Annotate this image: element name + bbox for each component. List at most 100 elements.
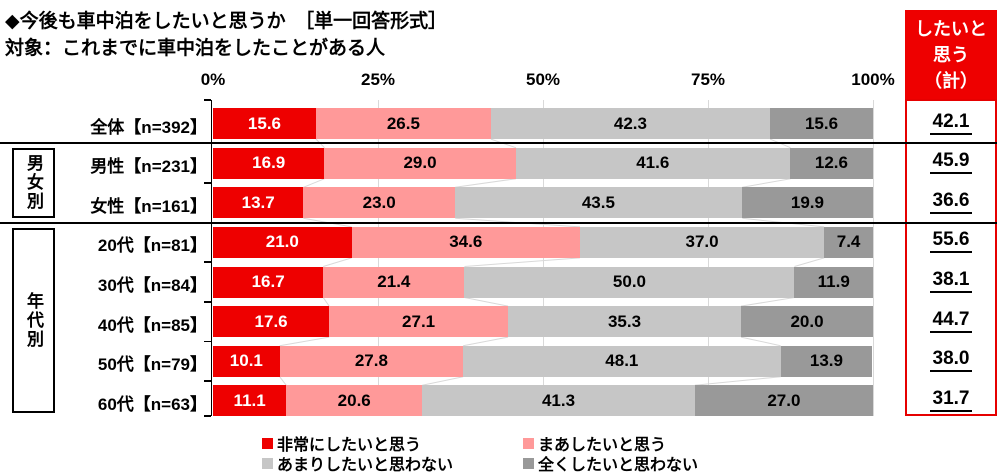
total-value: 36.6 [905, 189, 997, 214]
row-label: 50代【n=79】 [97, 355, 207, 375]
gridline [872, 100, 874, 416]
legend-swatch [262, 457, 273, 469]
row-label: 20代【n=81】 [97, 236, 207, 256]
row-label: 30代【n=84】 [97, 276, 207, 295]
bar-row: 21.0 34.6 37.0 7.4 [213, 226, 873, 258]
bar-row: 16.9 29.0 41.6 12.6 [213, 147, 873, 179]
axis-tick [204, 380, 211, 382]
bar-segment: 42.3 [490, 108, 771, 140]
bar-segment: 11.9 [794, 266, 873, 298]
axis-tick [204, 261, 211, 263]
axis-tick [204, 340, 211, 343]
legend-label: 全くしたいと思わない [538, 457, 699, 474]
summary-header-line: 思う [933, 44, 969, 65]
bar-segment: 34.6 [351, 226, 580, 258]
bar-segment: 21.4 [323, 266, 465, 298]
axis-tick [204, 182, 211, 184]
total-value-text: 55.6 [929, 229, 973, 254]
total-value: 44.7 [905, 308, 997, 333]
gridline [542, 100, 544, 416]
bar-segment: 12.6 [789, 147, 873, 179]
axis-tick [204, 415, 211, 417]
bar-segment: 10.1 [213, 345, 280, 377]
group-separator-line [0, 142, 997, 145]
axis-tick [204, 301, 211, 303]
total-value: 38.0 [905, 348, 997, 373]
bar-segment: 27.0 [694, 385, 873, 417]
row-label: 60代【n=63】 [97, 394, 207, 414]
row-label: 男性【n=231】 [90, 157, 207, 177]
axis-tick [204, 99, 211, 101]
total-value: 38.1 [905, 269, 997, 293]
bar-segment: 21.0 [213, 226, 352, 258]
bar-segment: 41.3 [422, 385, 695, 417]
bar-segment: 11.1 [213, 385, 287, 417]
bar-segment: 48.1 [463, 345, 781, 377]
bar-segment: 15.6 [770, 108, 873, 140]
bar-segment: 27.1 [329, 306, 509, 338]
bar-segment: 37.0 [579, 226, 825, 258]
legend-label: まあしたいと思う [538, 437, 667, 454]
total-value: 42.1 [905, 110, 997, 135]
bar-segment: 41.6 [515, 147, 790, 179]
total-value: 45.9 [905, 150, 997, 175]
bar-row: 15.6 26.5 42.3 15.6 [213, 108, 873, 140]
total-value-text: 44.7 [929, 308, 973, 333]
summary-column-header: したいと 思う （計） [905, 10, 997, 99]
total-value-text: 38.1 [929, 269, 973, 293]
bar-segment: 13.7 [213, 187, 304, 219]
bar-segment: 23.0 [303, 187, 455, 219]
bar-segment: 29.0 [324, 147, 516, 179]
bar-row: 16.7 21.4 50.0 11.9 [213, 266, 873, 298]
gridline [707, 100, 709, 416]
bar-segment: 26.5 [315, 108, 491, 140]
axis-tick-label: 50% [525, 70, 561, 89]
legend-item: あまりしたいと思わない [262, 451, 453, 475]
bar-row: 10.1 27.8 48.1 13.9 [213, 345, 873, 377]
summary-values-border [905, 99, 997, 416]
bar-segment: 20.6 [286, 385, 423, 417]
total-value: 55.6 [905, 229, 997, 254]
row-label: 40代【n=85】 [97, 315, 207, 335]
bar-segment: 13.9 [780, 345, 873, 377]
legend-label: 非常にしたいと思う [277, 437, 422, 454]
total-value-text: 36.6 [929, 189, 973, 214]
gridline [377, 100, 379, 416]
group-separator-line [0, 221, 997, 224]
bar-row: 13.7 23.0 43.5 19.9 [213, 187, 874, 219]
bar-row: 11.1 20.6 41.3 27.0 [213, 385, 873, 417]
total-value: 31.7 [905, 387, 997, 412]
axis-tick-label: 75% [690, 70, 726, 89]
bar-segment: 15.6 [213, 108, 316, 140]
axis-tick-label: 0% [200, 70, 226, 89]
category-axis [210, 100, 212, 416]
bar-segment: 50.0 [464, 266, 795, 298]
legend-swatch [523, 457, 534, 469]
legend-item: まあしたいと思う [523, 431, 666, 455]
bar-segment: 27.8 [279, 345, 464, 377]
summary-header-line: したいと [915, 18, 987, 39]
total-value-text: 38.0 [929, 348, 973, 373]
bar-segment: 20.0 [740, 306, 873, 338]
bar-segment: 7.4 [824, 226, 873, 258]
legend-item: 全くしたいと思わない [523, 451, 698, 475]
row-label: 全体【n=392】 [90, 117, 207, 137]
chart-subtitle: 対象：これまでに車中泊をしたことがある人 [5, 38, 386, 59]
legend-item: 非常にしたいと思う [262, 431, 421, 455]
bar-segment: 17.6 [213, 306, 330, 338]
total-value-text: 31.7 [929, 387, 973, 412]
bar-segment: 19.9 [741, 187, 874, 219]
axis-tick-label: 25% [360, 70, 396, 89]
total-value-text: 42.1 [929, 110, 973, 135]
legend-swatch [262, 437, 273, 449]
legend-label: あまりしたいと思わない [277, 457, 454, 474]
total-value-text: 45.9 [929, 150, 973, 175]
bar-segment: 35.3 [508, 306, 741, 338]
axis-tick-label: 100% [851, 70, 895, 89]
chart-title: ◆今後も車中泊をしたいと思うか ［単一回答形式］ [5, 11, 448, 32]
legend-swatch [523, 437, 534, 449]
bar-row: 17.6 27.1 35.3 20.0 [213, 306, 873, 338]
summary-header-line: （計） [924, 70, 978, 91]
group-box-age: 年代別 [12, 227, 55, 413]
